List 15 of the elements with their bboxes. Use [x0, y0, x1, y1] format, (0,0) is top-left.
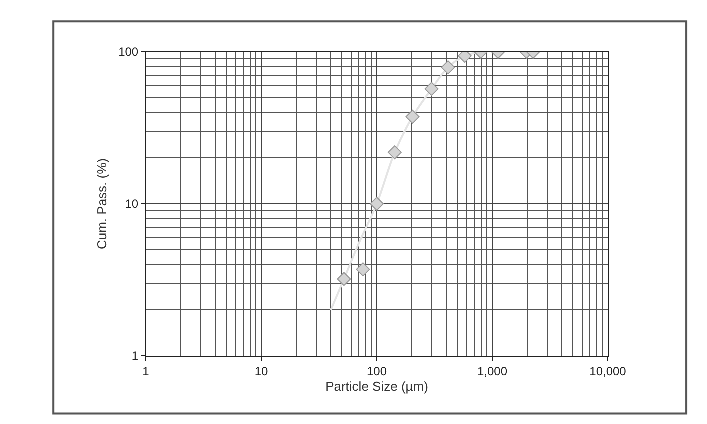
point: [406, 110, 420, 124]
point: [441, 60, 456, 75]
x-tick-label: 100: [366, 364, 388, 378]
x-tick-label: 10: [254, 364, 268, 378]
x-tick-label: 1: [142, 364, 150, 378]
point: [424, 82, 439, 96]
y-tick-label: 10: [125, 197, 139, 212]
x-tick-label: 1,000: [477, 364, 508, 378]
x-tick-label: 10,000: [590, 364, 627, 378]
y-tick-label: 100: [118, 45, 139, 60]
point: [337, 272, 352, 286]
y-axis-title: Cum. Pass. (%): [94, 158, 110, 250]
y-tick-label: 1: [132, 349, 139, 364]
x-axis-title: Particle Size (µm): [326, 379, 428, 394]
point: [388, 146, 402, 160]
